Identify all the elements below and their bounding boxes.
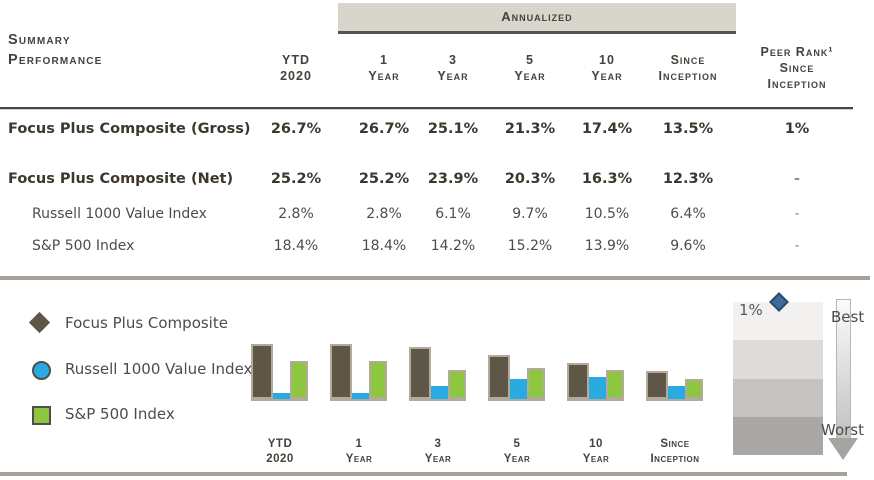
diamond-icon — [28, 311, 51, 334]
bar-s-p-500-index — [685, 379, 703, 399]
row-label: S&P 500 Index — [32, 238, 135, 254]
bar-russell-1000-value-index — [510, 379, 527, 399]
bar-russell-1000-value-index — [273, 393, 290, 399]
peer-rank-band — [733, 340, 823, 379]
peer-rank-gradient — [733, 302, 823, 455]
column-header-1yr: 1 Year — [368, 53, 400, 83]
bar-focus-plus-composite — [330, 344, 352, 399]
chart-category-label: 5 Year — [503, 438, 531, 465]
bottom-rule — [0, 472, 847, 476]
arrow-down-icon — [828, 438, 858, 460]
page-title: Summary Performance — [8, 30, 103, 70]
row-label: Focus Plus Composite (Gross) — [8, 121, 251, 137]
table-row-gross: Focus Plus Composite (Gross) 26.7% 26.7%… — [0, 121, 874, 141]
bar-focus-plus-composite — [251, 344, 273, 399]
column-header-3yr: 3 Year — [437, 53, 469, 83]
peer-rank-value: - — [793, 171, 801, 187]
annualized-label: Annualized — [501, 9, 573, 24]
bar-s-p-500-index — [448, 370, 466, 399]
bar-s-p-500-index — [606, 370, 624, 399]
bar-russell-1000-value-index — [589, 377, 606, 399]
peer-rank-value: - — [794, 238, 800, 254]
bar-focus-plus-composite — [646, 371, 668, 399]
column-header-peer-rank: Peer Rank¹ Since Inception — [760, 45, 834, 91]
chart-baseline — [409, 399, 466, 401]
bar-s-p-500-index — [290, 361, 308, 399]
chart-category-label: 10 Year — [582, 438, 610, 465]
section-divider — [0, 276, 870, 280]
annualized-header-box: Annualized — [338, 3, 736, 34]
bar-russell-1000-value-index — [352, 393, 369, 399]
table-row-net: Focus Plus Composite (Net) 25.2% 25.2% 2… — [0, 171, 874, 191]
peer-rank-value: 1% — [784, 121, 810, 137]
chart-baseline — [251, 399, 308, 401]
column-header-since-inception: Since Inception — [658, 53, 718, 83]
best-label: Best — [831, 308, 865, 326]
row-label: Russell 1000 Value Index — [32, 206, 207, 222]
bar-russell-1000-value-index — [431, 386, 448, 399]
chart-baseline — [488, 399, 545, 401]
table-row-sp500: S&P 500 Index 18.4% 18.4% 14.2% 15.2% 13… — [0, 238, 874, 258]
bar-s-p-500-index — [369, 361, 387, 399]
column-header-ytd: YTD 2020 — [280, 53, 312, 83]
chart-baseline — [330, 399, 387, 401]
worst-label: Worst — [821, 421, 864, 439]
chart-baseline — [567, 399, 624, 401]
chart-category-label: 1 Year — [345, 438, 373, 465]
table-row-russell: Russell 1000 Value Index 2.8% 2.8% 6.1% … — [0, 206, 874, 226]
bar-s-p-500-index — [527, 368, 545, 399]
chart-category-label: Since Inception — [650, 438, 700, 465]
peer-rank-label: 1% — [739, 301, 763, 319]
row-label: Focus Plus Composite (Net) — [8, 171, 234, 187]
chart-category-label: YTD 2020 — [266, 438, 294, 465]
header-underline — [0, 107, 853, 110]
page-title-line1: Summary — [8, 32, 71, 48]
bar-focus-plus-composite — [567, 363, 589, 399]
chart-category-label: 3 Year — [424, 438, 452, 465]
peer-rank-band — [733, 378, 823, 417]
bar-focus-plus-composite — [409, 347, 431, 399]
column-header-10yr: 10 Year — [591, 53, 623, 83]
bar-focus-plus-composite — [488, 355, 510, 399]
peer-rank-band — [733, 416, 823, 455]
bar-russell-1000-value-index — [668, 386, 685, 399]
square-icon — [32, 406, 51, 425]
page-title-line2: Performance — [8, 52, 103, 68]
chart-baseline — [646, 399, 703, 401]
column-header-5yr: 5 Year — [514, 53, 546, 83]
circle-icon — [32, 361, 51, 380]
peer-rank-value: - — [794, 206, 800, 222]
